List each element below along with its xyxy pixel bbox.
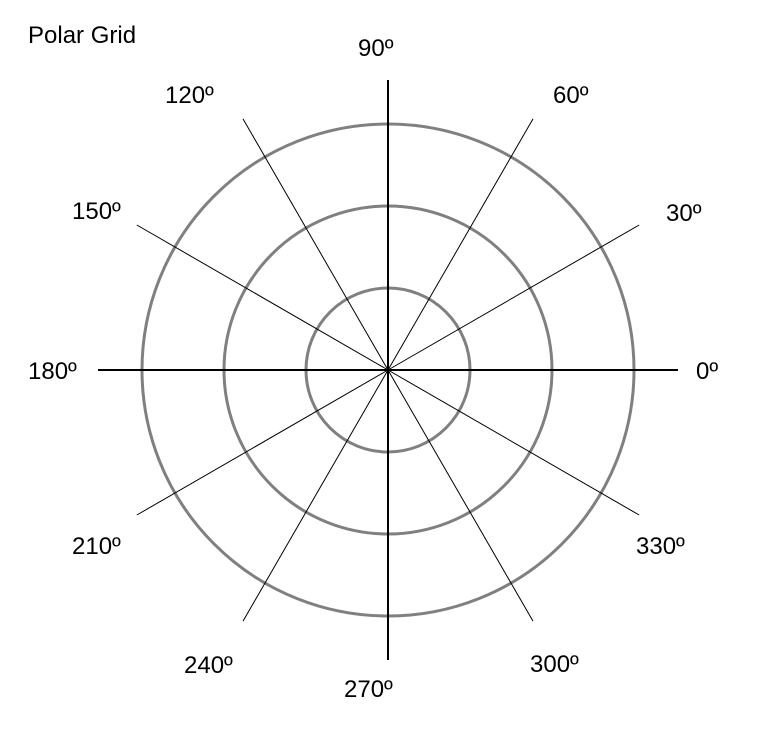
angle-label-60: 60º [553, 82, 588, 110]
angle-label-240: 240º [184, 652, 233, 680]
angle-label-30: 30º [666, 200, 701, 228]
angle-label-0: 0º [696, 358, 718, 386]
angle-label-90: 90º [358, 35, 393, 63]
angle-label-300: 300º [530, 651, 579, 679]
angle-label-270: 270º [344, 676, 393, 704]
angle-label-210: 210º [72, 533, 121, 561]
angle-label-150: 150º [72, 198, 121, 226]
angle-label-330: 330º [636, 533, 685, 561]
angle-label-120: 120º [165, 82, 214, 110]
polar-grid-svg [0, 0, 763, 733]
angle-label-180: 180º [28, 358, 77, 386]
